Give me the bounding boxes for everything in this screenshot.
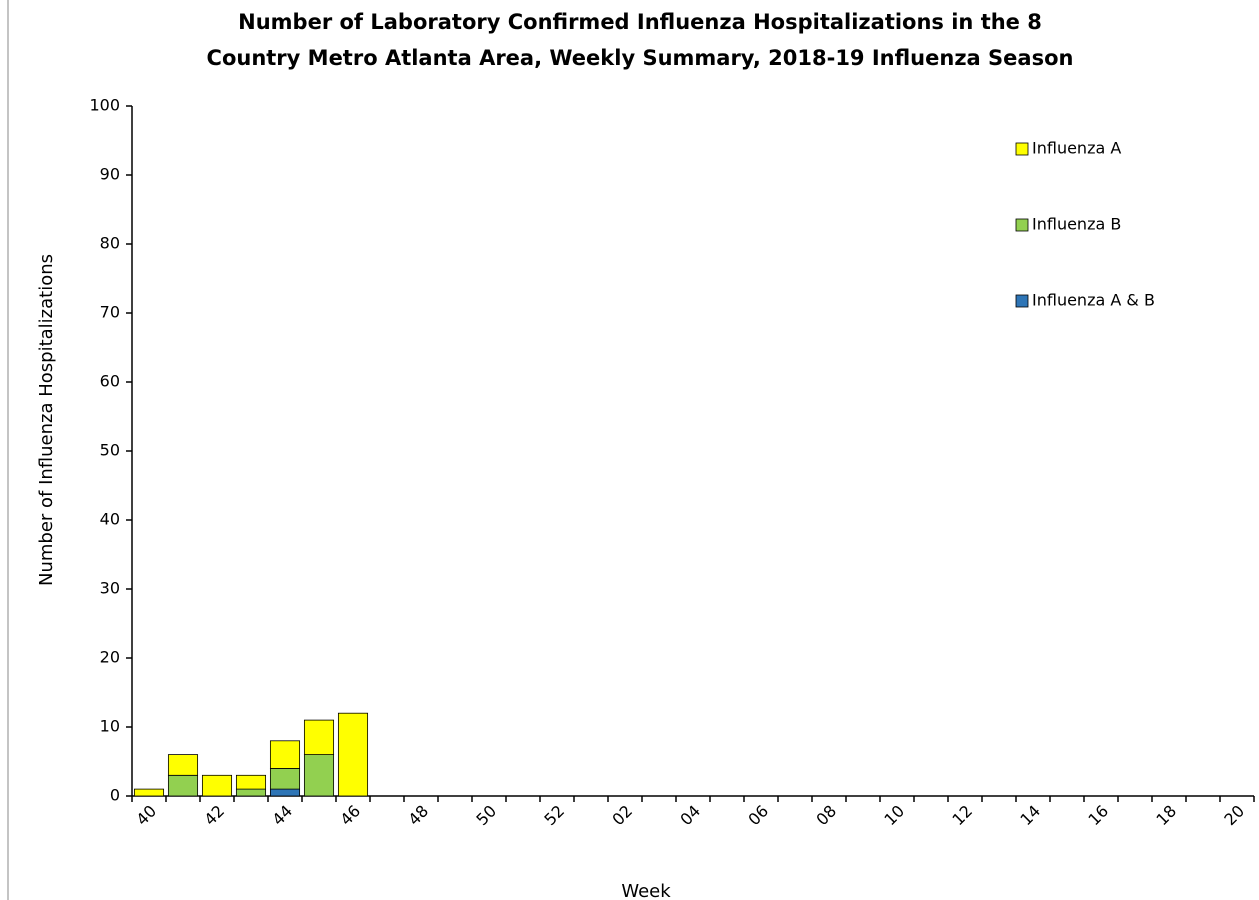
x-tick-label: 48 bbox=[404, 801, 432, 829]
x-tick-label: 52 bbox=[540, 801, 568, 829]
y-tick-label: 20 bbox=[100, 648, 120, 667]
y-tick-label: 30 bbox=[100, 579, 120, 598]
legend-label: Influenza A & B bbox=[1032, 291, 1155, 310]
x-axis-label: Week bbox=[621, 881, 671, 900]
bar-segment bbox=[235, 774, 267, 790]
legend-swatch bbox=[1015, 218, 1029, 232]
bar-segment bbox=[201, 774, 233, 797]
x-tick-label: 12 bbox=[948, 801, 976, 829]
legend-label: Influenza B bbox=[1032, 215, 1121, 234]
bar-segment bbox=[269, 740, 301, 769]
legend-swatch bbox=[1015, 294, 1029, 308]
bar-segment bbox=[303, 719, 335, 755]
bar-segment bbox=[133, 788, 165, 797]
y-tick-label: 100 bbox=[89, 96, 120, 115]
bar-segment bbox=[337, 712, 369, 797]
x-tick-label: 46 bbox=[336, 801, 364, 829]
y-tick-label: 90 bbox=[100, 165, 120, 184]
x-tick-label: 04 bbox=[676, 801, 704, 829]
y-tick-label: 80 bbox=[100, 234, 120, 253]
bar-segment bbox=[167, 754, 199, 776]
chart-title: Country Metro Atlanta Area, Weekly Summa… bbox=[207, 46, 1074, 70]
x-tick-label: 16 bbox=[1084, 801, 1112, 829]
bar-segment bbox=[235, 788, 267, 797]
x-tick-label: 08 bbox=[812, 801, 840, 829]
x-tick-label: 50 bbox=[472, 801, 500, 829]
chart-title: Number of Laboratory Confirmed Influenza… bbox=[238, 10, 1042, 34]
x-tick-label: 10 bbox=[880, 801, 908, 829]
x-tick-label: 02 bbox=[608, 801, 636, 829]
x-tick-label: 06 bbox=[744, 801, 772, 829]
y-tick-label: 10 bbox=[100, 717, 120, 736]
bar-segment bbox=[269, 768, 301, 790]
y-tick-label: 40 bbox=[100, 510, 120, 529]
y-axis-label: Number of Influenza Hospitalizations bbox=[36, 254, 57, 586]
y-tick-label: 70 bbox=[100, 303, 120, 322]
y-tick-label: 0 bbox=[110, 786, 120, 805]
bar-segment bbox=[269, 788, 301, 797]
x-tick-label: 18 bbox=[1152, 801, 1180, 829]
x-tick-label: 14 bbox=[1016, 801, 1044, 829]
x-tick-label: 44 bbox=[268, 801, 296, 829]
y-tick-label: 60 bbox=[100, 372, 120, 391]
bar-segment bbox=[167, 774, 199, 797]
x-tick-label: 20 bbox=[1220, 801, 1248, 829]
x-tick-label: 42 bbox=[200, 801, 228, 829]
legend-label: Influenza A bbox=[1032, 139, 1121, 158]
bar-segment bbox=[303, 754, 335, 797]
x-tick-label: 40 bbox=[132, 801, 160, 829]
y-tick-label: 50 bbox=[100, 441, 120, 460]
legend-swatch bbox=[1015, 142, 1029, 156]
